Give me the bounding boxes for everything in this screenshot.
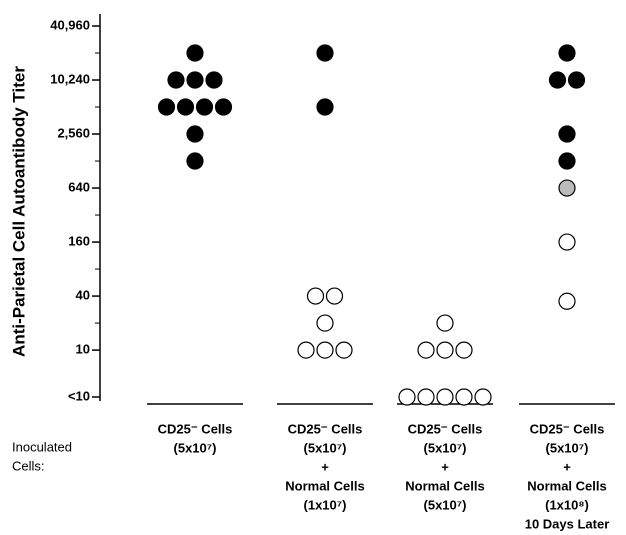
data-point <box>316 314 334 332</box>
y-tick-label: <10 <box>68 388 90 403</box>
data-point <box>325 287 344 305</box>
category-label: (5x10⁷) <box>546 440 589 455</box>
data-point <box>398 388 416 406</box>
data-point <box>195 98 214 116</box>
category-label: + <box>441 459 449 474</box>
category-label: (5x10⁷) <box>424 440 467 455</box>
category-label: + <box>321 459 329 474</box>
category-label: CD25⁻ Cells <box>288 421 363 436</box>
data-point <box>316 44 334 62</box>
category-label: (5x10⁷) <box>424 497 467 512</box>
data-point <box>436 314 454 332</box>
data-point <box>436 388 454 406</box>
y-tick-label: 40,960 <box>50 17 90 32</box>
data-point <box>186 71 204 89</box>
data-point <box>186 44 204 62</box>
y-tick-label: 160 <box>68 233 90 248</box>
data-point <box>558 152 576 170</box>
data-point <box>548 71 567 89</box>
data-point <box>167 71 185 89</box>
category-label: (1x10⁷) <box>304 497 347 512</box>
data-point <box>205 71 223 89</box>
data-point <box>417 341 435 359</box>
data-point <box>558 44 576 62</box>
category-label: (5x10⁷) <box>304 440 347 455</box>
y-tick-label: 40 <box>76 288 90 303</box>
data-point <box>558 292 576 310</box>
data-point <box>214 98 233 116</box>
row-label: Inoculated <box>12 439 72 454</box>
y-tick-label: 10,240 <box>50 71 90 86</box>
category-label: CD25⁻ Cells <box>408 421 483 436</box>
data-point <box>297 341 315 359</box>
data-point <box>558 179 576 197</box>
row-label: Cells: <box>12 458 45 473</box>
data-point <box>316 98 334 116</box>
data-point <box>558 125 576 143</box>
y-tick-label: 2,560 <box>57 125 90 140</box>
data-point <box>558 233 576 251</box>
data-point <box>157 98 176 116</box>
category-label: (5x10⁷) <box>174 440 217 455</box>
data-point <box>417 388 435 406</box>
category-label: CD25⁻ Cells <box>530 421 605 436</box>
data-point <box>186 152 204 170</box>
category-label: Normal Cells <box>285 478 364 493</box>
data-point <box>474 388 492 406</box>
data-point <box>186 125 204 143</box>
data-point <box>306 287 325 305</box>
data-point <box>455 388 473 406</box>
y-axis-label: Anti-Parietal Cell Autoantibody Titer <box>9 66 28 357</box>
data-point <box>436 341 454 359</box>
data-point <box>335 341 353 359</box>
data-point <box>176 98 195 116</box>
category-label: Normal Cells <box>405 478 484 493</box>
y-tick-label: 10 <box>76 342 90 357</box>
y-tick-label: 640 <box>68 179 90 194</box>
category-label: Normal Cells <box>527 478 606 493</box>
category-label: (1x10⁸) <box>545 497 589 512</box>
category-label: + <box>563 459 571 474</box>
data-point <box>455 341 473 359</box>
data-point <box>316 341 334 359</box>
category-label: 10 Days Later <box>525 516 610 531</box>
category-label: CD25⁻ Cells <box>158 421 233 436</box>
data-point <box>567 71 586 89</box>
